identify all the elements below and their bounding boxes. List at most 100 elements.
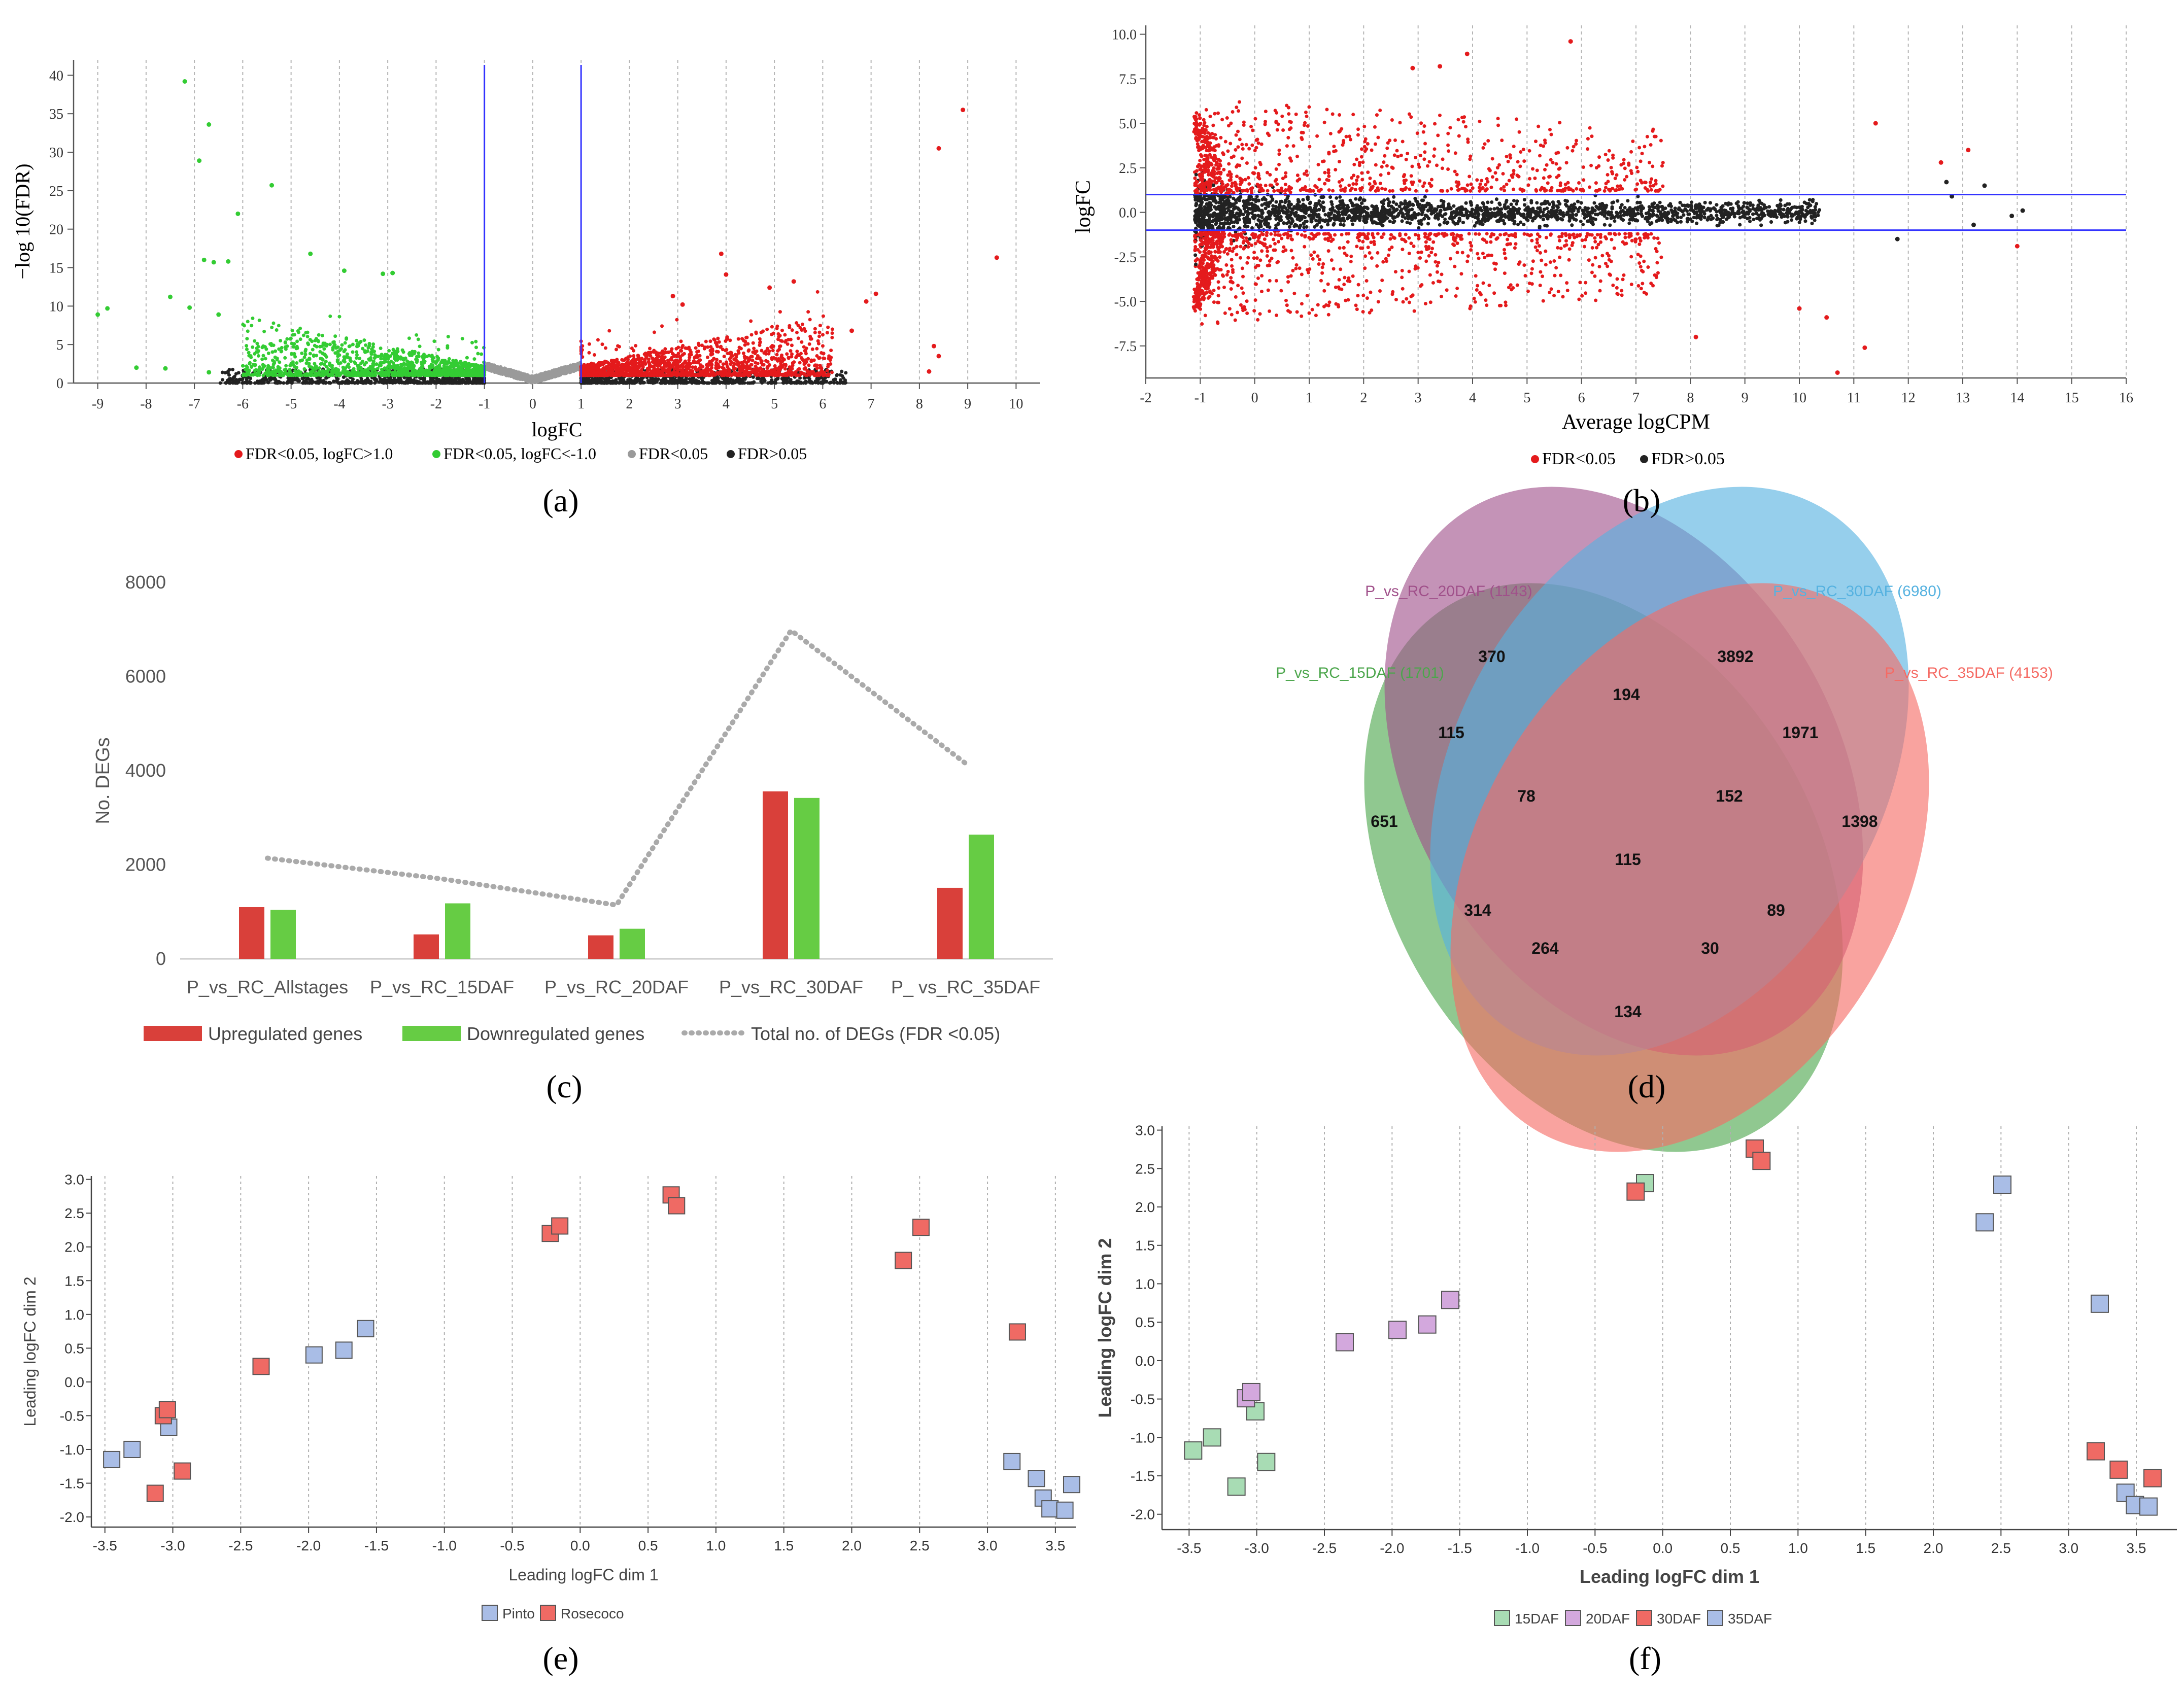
- grey-point: [564, 368, 568, 372]
- red-point: [681, 343, 685, 348]
- red-point: [767, 373, 771, 377]
- black-point: [286, 381, 290, 385]
- red-point: [720, 372, 724, 376]
- red-point: [586, 365, 590, 369]
- red-point: [613, 365, 618, 369]
- red-point: [665, 370, 669, 374]
- red-point: [817, 356, 821, 360]
- black-point: [457, 381, 461, 385]
- black-point: [738, 377, 742, 381]
- black-point: [626, 379, 630, 384]
- green-point: [313, 343, 317, 348]
- red-point: [620, 366, 624, 370]
- black-point: [296, 379, 300, 383]
- black-point: [621, 378, 625, 382]
- red-point: [615, 348, 619, 352]
- green-point: [355, 356, 359, 360]
- green-point: [246, 329, 250, 333]
- red-point: [761, 329, 765, 333]
- red-point: [714, 366, 718, 370]
- black-point: [844, 371, 848, 375]
- red-point: [673, 367, 677, 371]
- grey-point: [509, 374, 513, 378]
- green-point: [279, 338, 283, 342]
- red-point: [675, 362, 679, 366]
- red-point: [679, 339, 683, 343]
- grey-point: [524, 376, 528, 381]
- red-point: [611, 362, 616, 366]
- red-point: [798, 361, 802, 365]
- red-point: [732, 362, 736, 366]
- grey-point: [536, 375, 540, 379]
- green-point: [337, 315, 342, 319]
- red-point: [821, 333, 825, 337]
- red-point: [712, 337, 716, 341]
- black-point: [835, 381, 839, 385]
- green-point: [474, 345, 478, 350]
- red-point: [628, 354, 632, 358]
- black-point: [344, 381, 348, 385]
- green-point: [348, 344, 352, 348]
- red-point: [734, 358, 738, 362]
- red-point: [652, 364, 656, 368]
- red-point: [628, 366, 632, 370]
- grey-point: [572, 363, 576, 367]
- red-point: [766, 360, 770, 364]
- black-point: [749, 381, 754, 385]
- red-point: [599, 361, 603, 365]
- red-point: [630, 346, 634, 350]
- black-point: [356, 381, 360, 385]
- red-point: [596, 338, 600, 342]
- red-point: [717, 340, 721, 344]
- red-point: [668, 371, 672, 375]
- green-point: [298, 337, 302, 341]
- black-point: [253, 381, 257, 385]
- red-point: [765, 327, 769, 331]
- black-point: [221, 378, 225, 382]
- grey-point: [495, 365, 499, 369]
- red-point: [802, 367, 806, 371]
- black-point: [751, 375, 755, 379]
- red-point: [761, 363, 765, 367]
- red-point: [696, 349, 700, 353]
- black-point: [275, 380, 279, 384]
- red-point: [783, 333, 787, 337]
- red-point: [800, 322, 804, 326]
- black-point: [290, 376, 294, 381]
- red-point: [648, 347, 652, 351]
- red-point: [592, 371, 596, 375]
- red-point: [778, 367, 782, 371]
- black-point: [279, 381, 283, 385]
- green-point: [280, 345, 284, 350]
- red-point: [758, 337, 762, 341]
- x-tick-label: -4: [333, 396, 345, 412]
- grey-point: [501, 370, 505, 374]
- red-point: [806, 310, 810, 314]
- red-point: [677, 372, 681, 376]
- black-point: [402, 381, 406, 385]
- red-point: [634, 367, 638, 371]
- black-point: [468, 380, 472, 384]
- red-point: [715, 343, 719, 347]
- black-point: [825, 379, 829, 384]
- green-point: [277, 324, 281, 328]
- red-point: [830, 335, 834, 339]
- red-point: [802, 372, 806, 376]
- panel-a-volcano-plot: -9 -8 -7 -6 -5 -4 -3 -2 -1 0 1 2 3 4 5 6 7 8 9 100510152025…: [11, 60, 1040, 463]
- black-point: [840, 374, 844, 378]
- red-point: [814, 373, 818, 377]
- red-point: [724, 368, 728, 372]
- red-point: [809, 359, 813, 363]
- red-point: [783, 363, 788, 367]
- red-point: [595, 373, 599, 377]
- red-point: [705, 355, 709, 359]
- grey-point: [530, 374, 534, 378]
- black-point: [768, 381, 772, 385]
- black-point: [340, 381, 344, 385]
- red-point: [817, 330, 822, 334]
- red-point: [649, 351, 653, 355]
- red-point: [658, 364, 662, 368]
- x-tick-label: 10: [1009, 396, 1023, 412]
- x-tick-label: -6: [237, 396, 249, 412]
